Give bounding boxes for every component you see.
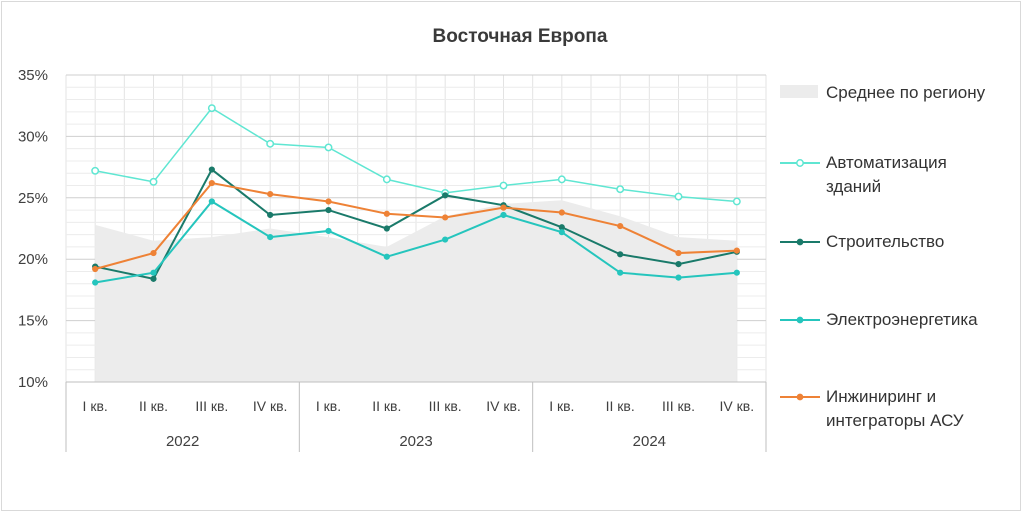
year-label: 2023	[399, 433, 432, 450]
data-point	[557, 175, 566, 184]
data-point	[442, 214, 449, 221]
x-tick-label: II кв.	[372, 398, 401, 414]
x-tick-label: I кв.	[549, 398, 574, 414]
data-point	[558, 229, 565, 236]
y-tick-label: 15%	[18, 313, 48, 330]
legend-label: Автоматизация	[826, 153, 947, 172]
data-point	[92, 265, 99, 273]
series-line	[95, 107, 737, 203]
data-point	[92, 279, 99, 286]
data-point	[558, 209, 565, 216]
data-point	[383, 253, 390, 260]
legend-label: Инжиниринг и	[826, 387, 936, 406]
legend-label: зданий	[826, 177, 881, 196]
data-point	[150, 269, 157, 276]
data-point	[325, 227, 332, 235]
x-tick-label: IV кв.	[486, 398, 521, 414]
data-point	[267, 233, 274, 241]
data-point	[617, 251, 624, 258]
data-point	[149, 177, 158, 186]
data-point	[616, 185, 625, 194]
year-label: 2022	[166, 433, 199, 450]
data-point	[266, 139, 275, 148]
x-tick-label: IV кв.	[253, 398, 288, 414]
legend-swatch-marker	[796, 316, 804, 324]
year-label: 2024	[633, 433, 666, 450]
y-tick-label: 25%	[18, 190, 48, 207]
data-point	[325, 198, 332, 205]
legend: Среднее по региону Автоматизация зданий Стр…	[780, 83, 986, 430]
legend-label: Среднее по региону	[826, 83, 986, 102]
data-point	[675, 274, 682, 281]
data-point	[208, 179, 215, 187]
x-tick-label: II кв.	[139, 398, 168, 414]
data-point	[267, 191, 274, 198]
data-point	[617, 269, 624, 276]
data-point	[674, 192, 683, 201]
data-point	[208, 166, 215, 173]
chart-title: Восточная Европа	[432, 26, 608, 47]
data-point	[325, 206, 332, 214]
data-point	[267, 211, 274, 219]
x-tick-label: III кв.	[429, 398, 462, 414]
data-point	[617, 222, 624, 230]
legend-label: Электроэнергетика	[826, 310, 978, 329]
data-point	[207, 104, 216, 113]
legend-label: Строительство	[826, 232, 944, 251]
data-point	[91, 166, 100, 175]
x-tick-label: II кв.	[606, 398, 635, 414]
x-tick-label: III кв.	[662, 398, 695, 414]
data-point	[150, 275, 157, 282]
data-point	[442, 192, 449, 199]
legend-swatch-area	[780, 85, 818, 98]
x-tick-label: I кв.	[83, 398, 108, 414]
data-point	[500, 211, 507, 219]
data-point	[208, 198, 215, 205]
series-4	[92, 179, 740, 273]
y-tick-label: 10%	[18, 374, 48, 391]
data-point	[383, 225, 390, 232]
x-tick-label: III кв.	[195, 398, 228, 414]
series-1	[91, 104, 741, 206]
series-line	[94, 181, 737, 270]
data-point	[500, 204, 507, 211]
data-point	[733, 269, 740, 276]
y-tick-label: 20%	[18, 251, 48, 268]
legend-swatch-marker	[796, 238, 804, 246]
x-tick-label: I кв.	[316, 398, 341, 414]
data-point	[150, 249, 157, 257]
legend-swatch-marker	[796, 393, 804, 401]
data-point	[732, 197, 741, 206]
legend-label: интеграторы АСУ	[826, 411, 964, 430]
x-tick-label: IV кв.	[720, 398, 755, 414]
legend-swatch-marker	[796, 159, 804, 167]
data-point	[733, 247, 740, 254]
series-3	[92, 198, 740, 286]
y-tick-label: 30%	[18, 128, 48, 145]
series-line	[94, 168, 738, 280]
data-point	[499, 181, 508, 190]
data-point	[383, 210, 390, 217]
data-point	[382, 175, 391, 184]
series-line	[95, 200, 737, 284]
area-regional-average	[95, 200, 737, 382]
data-point	[442, 236, 449, 243]
data-point	[675, 261, 682, 268]
data-point	[675, 249, 682, 257]
data-point	[324, 143, 333, 152]
y-tick-label: 35%	[18, 67, 48, 84]
